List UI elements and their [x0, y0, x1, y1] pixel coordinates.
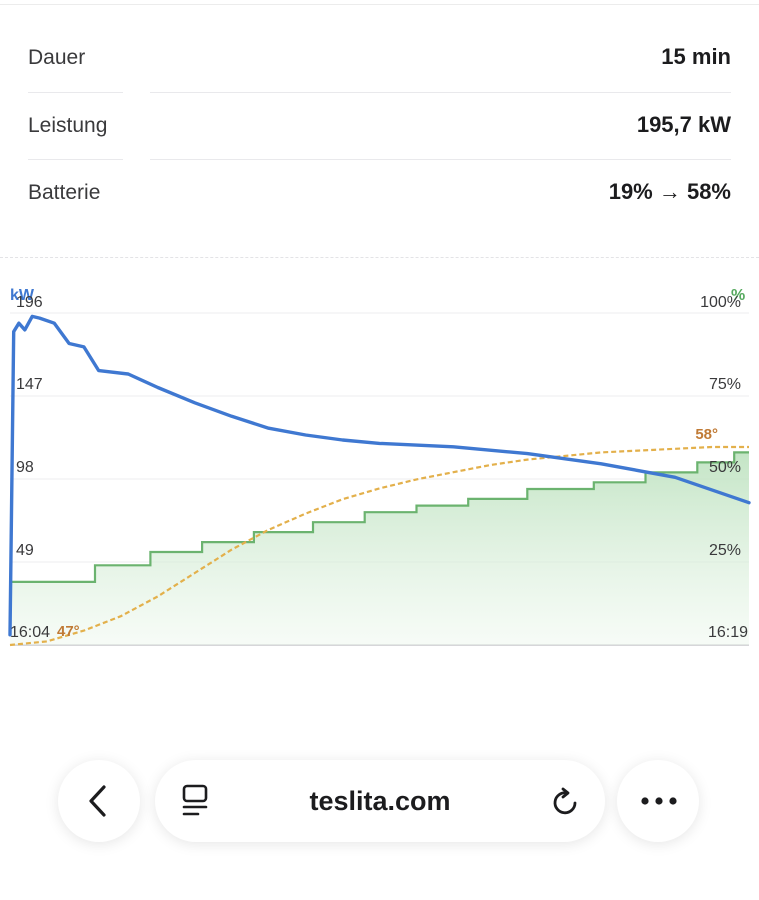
stat-label: Leistung [28, 114, 108, 137]
x-end-label: 16:19 [708, 624, 748, 641]
browser-toolbar: teslita.com [0, 740, 759, 860]
charging-chart: kW % 196 147 98 49 100% 75% 50% 25% 16:0… [0, 270, 759, 670]
section-divider [0, 257, 759, 258]
reload-icon[interactable] [550, 786, 582, 818]
more-button[interactable] [617, 760, 699, 842]
right-tick-label: 75% [709, 376, 741, 393]
divider [150, 92, 731, 93]
left-axis-unit: kW [10, 287, 35, 304]
more-icon [641, 797, 677, 805]
temp-start-label: 47° [57, 623, 80, 640]
left-tick-label: 98 [16, 459, 34, 476]
address-bar[interactable]: teslita.com [155, 760, 605, 842]
stat-value: 195,7 kW [636, 112, 731, 137]
stat-label: Batterie [28, 181, 101, 204]
right-tick-label: 100% [700, 294, 741, 311]
power-line [8, 314, 751, 637]
left-tick-label: 196 [16, 294, 43, 311]
stat-label: Dauer [28, 46, 86, 69]
stat-row-duration: Dauer 15 min [28, 38, 731, 78]
battery-line [10, 451, 749, 583]
right-tick-label: 50% [709, 459, 741, 476]
stat-value: 19% → 58% [608, 179, 731, 204]
divider [28, 159, 123, 160]
divider [150, 159, 731, 160]
left-tick-label: 49 [16, 542, 34, 559]
temperature-line [9, 445, 749, 647]
battery-area [10, 452, 749, 645]
x-start-label: 16:04 [10, 624, 50, 641]
charging-chart-svg: kW % 196 147 98 49 100% 75% 50% 25% 16:0… [8, 287, 751, 647]
left-tick-label: 147 [16, 376, 43, 393]
chevron-left-icon [89, 785, 106, 817]
url-text: teslita.com [309, 786, 451, 816]
stat-value: 15 min [661, 44, 731, 69]
top-divider [0, 4, 759, 5]
reader-mode-icon[interactable] [181, 784, 211, 818]
stat-row-battery: Batterie 19% → 58% [28, 173, 731, 213]
back-button[interactable] [58, 760, 140, 842]
right-axis-unit: % [731, 287, 745, 304]
stat-row-power: Leistung 195,7 kW [28, 106, 731, 146]
right-tick-label: 25% [709, 542, 741, 559]
temp-end-label: 58° [695, 426, 718, 443]
divider [28, 92, 123, 93]
